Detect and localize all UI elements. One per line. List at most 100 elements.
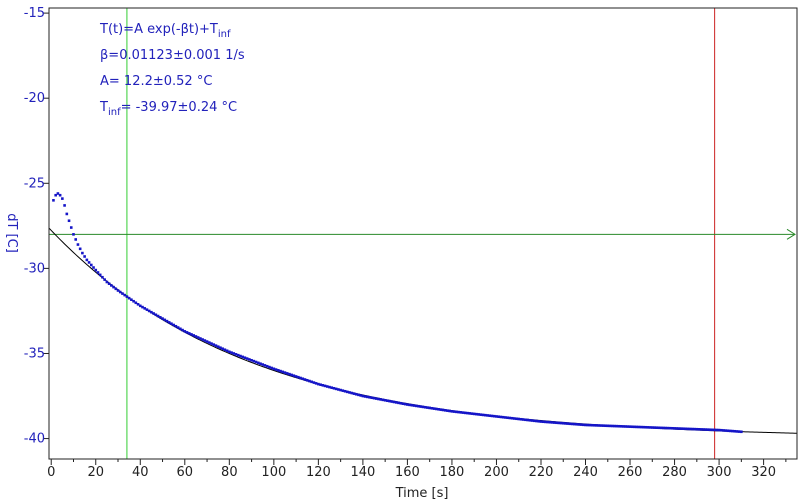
data-point [341, 389, 345, 392]
data-point [682, 427, 685, 431]
data-point [737, 430, 741, 433]
data-point [272, 367, 276, 371]
data-point [417, 404, 420, 408]
data-point [722, 429, 725, 432]
data-point [308, 379, 311, 383]
data-point [584, 423, 587, 427]
data-point [697, 428, 701, 431]
data-point [448, 409, 452, 413]
x-tick-label: 160 [395, 465, 420, 480]
data-point [176, 326, 180, 329]
data-point [432, 407, 436, 410]
data-point [145, 308, 149, 311]
data-point [651, 426, 654, 429]
data-point [63, 204, 66, 207]
x-tick-label: 300 [707, 465, 732, 480]
data-point [602, 424, 605, 427]
data-point [403, 402, 407, 406]
data-point [239, 354, 242, 358]
data-point [539, 420, 543, 423]
data-point [688, 427, 692, 431]
data-point [363, 395, 367, 398]
data-point [613, 424, 616, 428]
data-point [348, 391, 351, 394]
data-point [72, 233, 75, 236]
data-point [165, 319, 169, 323]
data-point [581, 423, 585, 427]
data-point [579, 423, 583, 426]
data-point [58, 193, 62, 197]
data-point [728, 429, 732, 433]
data-point [553, 421, 556, 424]
data-point [548, 420, 552, 424]
data-point [174, 324, 178, 328]
data-point [359, 394, 362, 397]
data-point [642, 425, 645, 429]
data-point [310, 380, 313, 384]
data-point [194, 335, 198, 338]
data-point [488, 414, 492, 417]
data-point [604, 424, 607, 428]
data-point [397, 401, 400, 405]
data-point [510, 416, 514, 420]
data-point [125, 295, 129, 298]
data-point [52, 199, 55, 202]
data-point [372, 396, 376, 400]
data-point [619, 425, 623, 428]
data-point [452, 410, 456, 413]
data-point [455, 410, 458, 414]
data-point [490, 414, 494, 418]
data-point [679, 427, 683, 430]
data-point [268, 365, 271, 369]
data-point [261, 363, 265, 366]
data-point [203, 339, 207, 342]
data-point [506, 416, 509, 420]
data-point [501, 415, 505, 419]
data-point [379, 398, 382, 401]
data-point [715, 428, 719, 432]
fit-amplitude-label: A= 12.2±0.52 °C [100, 74, 212, 89]
data-point [466, 411, 469, 415]
plot-layer [48, 8, 798, 459]
data-point [374, 397, 378, 400]
data-point [147, 309, 151, 313]
data-point [428, 406, 431, 410]
data-point [526, 418, 529, 422]
data-point [254, 360, 258, 364]
data-point [185, 331, 189, 334]
data-point [530, 419, 534, 422]
data-point [568, 422, 572, 426]
data-point [410, 403, 414, 407]
data-point [437, 408, 440, 411]
data-point [366, 395, 369, 399]
data-point [212, 343, 216, 346]
data-point [319, 383, 322, 387]
data-point [461, 411, 465, 414]
x-tick-label: 100 [261, 465, 286, 480]
data-point [81, 251, 84, 255]
data-point [481, 413, 485, 417]
data-point [101, 275, 104, 279]
data-point [354, 392, 358, 396]
data-point [67, 219, 71, 223]
data-point [412, 404, 416, 407]
data-point [339, 388, 342, 392]
data-point [408, 403, 411, 407]
data-point [401, 402, 405, 405]
data-point [497, 415, 500, 419]
y-tick-label: -15 [24, 6, 45, 21]
data-point [114, 287, 118, 291]
data-point [85, 258, 89, 262]
data-point [141, 305, 144, 309]
data-point [301, 377, 305, 381]
data-point [328, 385, 331, 389]
data-point [515, 417, 518, 421]
data-point [477, 413, 480, 416]
x-tick-label: 240 [573, 465, 598, 480]
data-point [281, 370, 285, 374]
data-point [439, 408, 443, 411]
data-point [370, 396, 374, 400]
data-point [65, 212, 69, 216]
data-point [588, 423, 592, 427]
